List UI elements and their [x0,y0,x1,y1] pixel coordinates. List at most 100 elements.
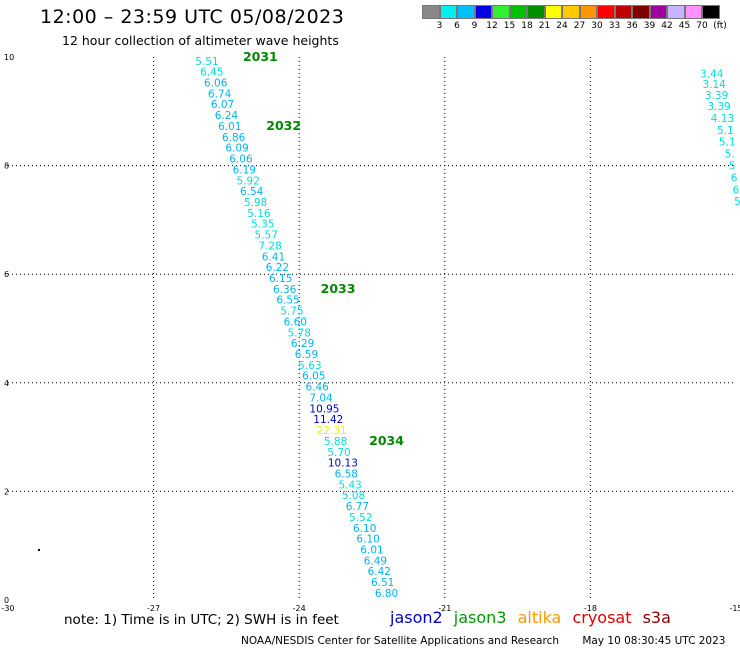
data-point-label: 6.45 [200,67,223,79]
color-scale-labels: 3 6 9 12 15 18 21 24 27 30 33 36 39 42 45 70 (ft) [422,19,727,31]
data-point-label: 6.55 [276,295,299,307]
data-point-label: 6.19 [233,164,256,176]
y-tick-label: 10 [4,53,14,62]
y-tick-label: 0 [4,596,9,605]
satellite-legend: jason2 jason3 altika cryosat s3a [390,608,677,627]
color-swatch [667,5,685,19]
data-point-label: 6.49 [364,555,387,567]
stray-marker [38,549,40,551]
x-tick-label: -24 [293,604,306,613]
data-point-label: 6 [731,173,738,185]
color-scale-label: 18 [521,21,533,31]
data-point-label: 6.10 [353,523,376,535]
data-point-label: 6.06 [229,154,253,166]
color-swatch [597,5,615,19]
legend-altika: altika [517,608,562,627]
data-point-label: 6.51 [371,577,394,589]
data-point-label: 5.57 [255,230,278,242]
color-scale-label: 36 [626,21,638,31]
data-point-label: 6.09 [225,143,248,155]
color-swatch [509,5,527,19]
data-point-label: 6.36 [273,284,297,296]
color-scale-label: 6 [454,21,460,31]
data-point-label: 22.31 [317,425,347,437]
data-point-label: 6.54 [240,186,264,198]
data-point-label: 6.59 [295,349,318,361]
color-scale-label: 12 [486,21,498,31]
color-scale-swatches [422,5,720,19]
data-point-label: 6.42 [368,566,391,578]
data-point-label: 5.35 [251,219,274,231]
color-scale-label: 33 [608,21,621,31]
data-point-label: 10.95 [309,403,339,415]
data-point-label: 5 [729,161,736,173]
legend-jason3: jason3 [453,608,507,627]
color-swatch [439,5,457,19]
data-point-label: 3.14 [702,79,726,91]
data-point-label: 4.13 [711,113,734,125]
data-point-label: 6.80 [375,588,398,600]
pass-annotation: 2033 [321,281,356,296]
data-point-label: 6 [733,184,740,196]
x-tick-label: -21 [438,604,451,613]
color-swatch [562,5,580,19]
data-point-label: 6.22 [266,262,289,274]
x-tick-label: -27 [147,604,160,613]
data-point-label: 11.42 [313,414,343,426]
footer-organization: NOAA/NESDIS Center for Satellite Applica… [241,635,559,647]
legend-s3a: s3a [642,608,671,627]
data-point-label: 5.43 [338,479,361,491]
data-point-label: 10.13 [328,458,358,470]
data-point-label: 6.15 [269,273,292,285]
data-point-label: 6.74 [208,88,232,100]
x-tick-label: -18 [584,604,597,613]
data-point-label: 5.75 [280,306,303,318]
footer-credit: NOAA/NESDIS Center for Satellite Applica… [241,635,725,647]
data-point-label: 5.1 [717,125,734,137]
color-swatch [492,5,510,19]
y-tick-label: 8 [4,162,9,171]
color-swatch [702,5,720,19]
footer-timestamp: May 10 08:30:45 UTC 2023 [582,635,726,647]
data-point-label: 5.1 [719,137,736,149]
legend-cryosat: cryosat [572,608,632,627]
color-swatch [649,5,667,19]
data-point-label: 5.16 [247,208,271,220]
data-point-label: 5.51 [195,56,218,68]
color-scale-label: 21 [538,21,551,31]
color-scale-label: 15 [503,21,516,31]
color-swatch [527,5,545,19]
data-point-label: 5.70 [327,447,350,459]
data-point-label: 6.58 [335,468,358,480]
chart-subtitle: 12 hour collection of altimeter wave hei… [62,33,339,48]
color-scale-unit: (ft) [713,21,727,31]
data-point-label: 5.92 [237,175,260,187]
data-point-label: 6.10 [356,534,379,546]
x-tick-label: -15 [729,604,740,613]
data-point-label: 6.86 [222,132,246,144]
data-point-label: 3.39 [707,101,730,113]
y-tick-label: 6 [4,270,9,279]
chart-title: 12:00 – 23:59 UTC 05/08/2023 [40,6,345,28]
color-scale-label: 9 [471,21,478,31]
color-scale-label: 24 [556,21,568,31]
data-point-label: 6.24 [215,110,239,122]
color-scale-label: 42 [661,21,673,31]
data-point-label: 7.04 [309,392,333,404]
data-point-label: 6.46 [305,382,329,394]
y-tick-label: 4 [4,379,9,388]
data-point-label: 5.08 [342,490,365,502]
color-swatch [684,5,702,19]
pass-annotation: 2032 [266,118,301,133]
data-point-label: 3.44 [700,68,724,80]
color-swatch [632,5,650,19]
data-point-label: 5 [734,196,740,208]
data-point-label: 5. [725,149,735,161]
data-point-label: 6.41 [262,251,285,263]
data-point-label: 7.28 [258,240,281,252]
data-point-label: 5.88 [324,436,347,448]
data-point-label: 5.98 [244,197,267,209]
x-tick-label: -30 [1,604,14,613]
note-text: note: 1) Time is in UTC; 2) SWH is in fe… [64,612,339,628]
